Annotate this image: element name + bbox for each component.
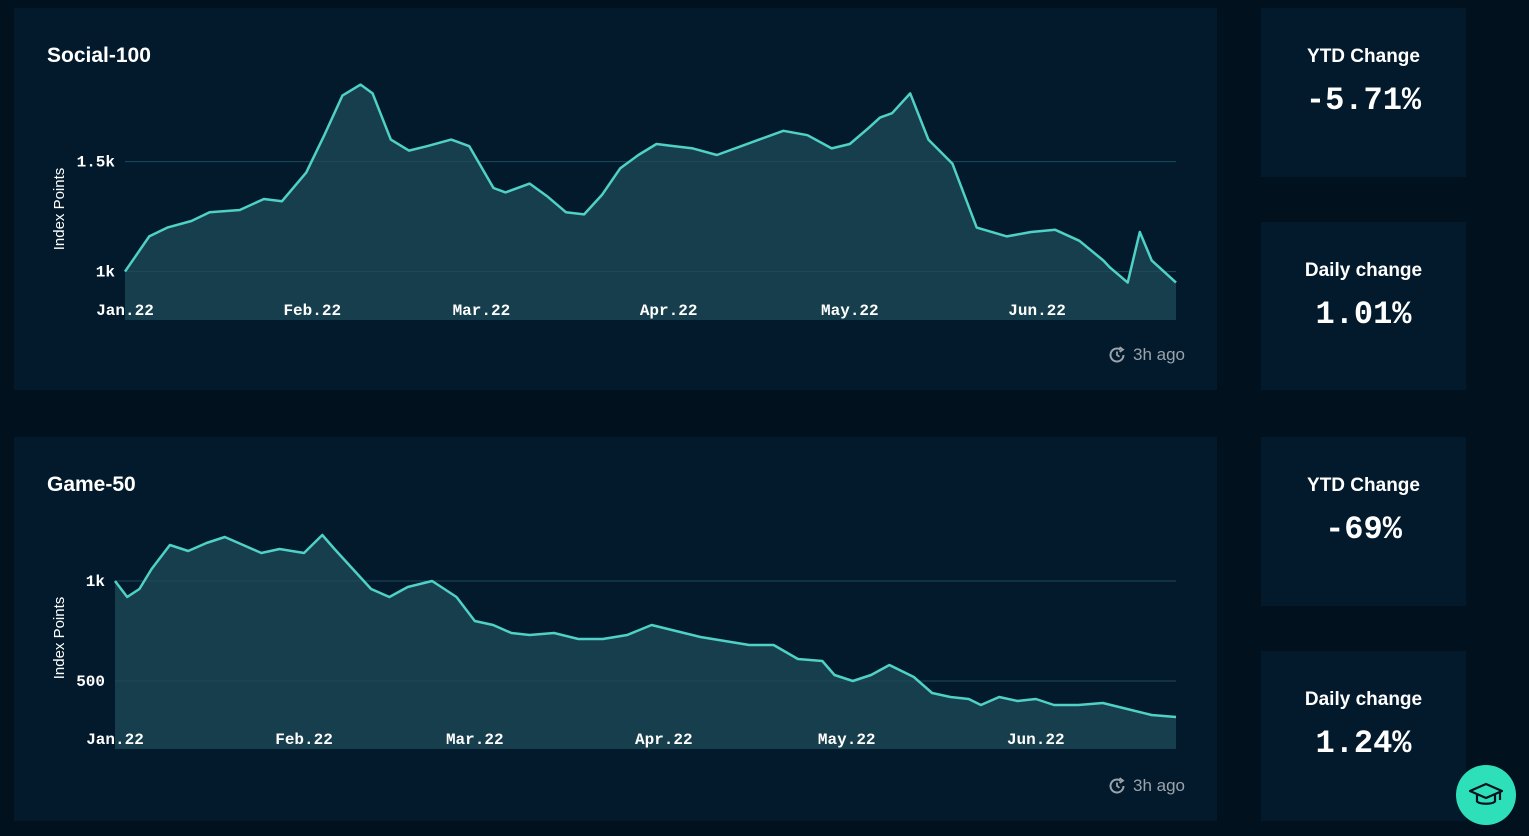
y-tick-label: 1.5k [77,154,116,172]
x-tick-label: Apr.22 [635,731,693,749]
ytd-change-label: YTD Change [1307,475,1420,496]
x-tick-label: Jan.22 [86,731,144,749]
x-tick-label: Mar.22 [453,302,511,320]
y-axis-label: Index Points [51,597,68,680]
x-tick-label: Jun.22 [1007,731,1065,749]
series-line [114,533,1177,719]
clock-refresh-icon [1109,777,1125,794]
ytd-change-value: -5.71% [1305,82,1422,119]
daily-change-value: 1.01% [1315,296,1412,333]
x-tick-label: Feb.22 [275,731,333,749]
series-area [115,535,1176,749]
x-tick-label: Feb.22 [283,302,341,320]
x-tick-label: Apr.22 [640,302,698,320]
daily-change-card: Daily change 1.01% [1261,222,1466,390]
daily-change-value: 1.24% [1315,725,1412,762]
x-tick-label: May.22 [821,302,879,320]
daily-change-label: Daily change [1304,260,1423,281]
ytd-change-card: YTD Change -5.71% [1261,8,1466,177]
last-updated: 3h ago [1107,776,1185,796]
ytd-change-label: YTD Change [1307,46,1420,67]
y-axis-label: Index Points [51,168,68,251]
x-tick-label: May.22 [818,731,876,749]
last-updated-text: 3h ago [1133,776,1185,795]
y-tick-label: 1k [96,264,116,282]
chart-panel-game-50: Game-50 500 1k Jan.22 Feb.22 Mar.22 Apr.22 May… [14,437,1217,821]
last-updated: 3h ago [1107,345,1185,365]
chart-title: Social-100 [47,44,151,67]
x-tick-label: Jan.22 [96,302,154,320]
y-tick-label: 1k [86,573,106,591]
y-tick-label: 500 [76,673,105,691]
help-button[interactable] [1456,765,1516,825]
x-tick-label: Mar.22 [446,731,504,749]
ytd-change-card: YTD Change -69% [1261,437,1466,606]
series-area [125,84,1176,320]
x-tick-label: Jun.22 [1008,302,1066,320]
daily-change-label: Daily change [1304,689,1423,710]
series-line [123,83,1177,284]
ytd-change-value: -69% [1325,511,1402,548]
daily-change-card: Daily change 1.24% [1261,651,1466,821]
clock-refresh-icon [1109,346,1125,363]
graduation-cap-icon [1468,782,1504,805]
chart-game-50: 500 1k Jan.22 Feb.22 Mar.22 Apr.22 May.22 Jun.2… [51,533,1177,749]
chart-panel-social-100: Social-100 1k 1.5k Jan.22 Feb.22 Mar.22 Apr.2… [14,8,1217,390]
chart-title: Game-50 [47,473,136,496]
last-updated-text: 3h ago [1133,345,1185,364]
chart-social-100: 1k 1.5k Jan.22 Feb.22 Mar.22 Apr.22 May.22 Jun.… [51,83,1177,320]
